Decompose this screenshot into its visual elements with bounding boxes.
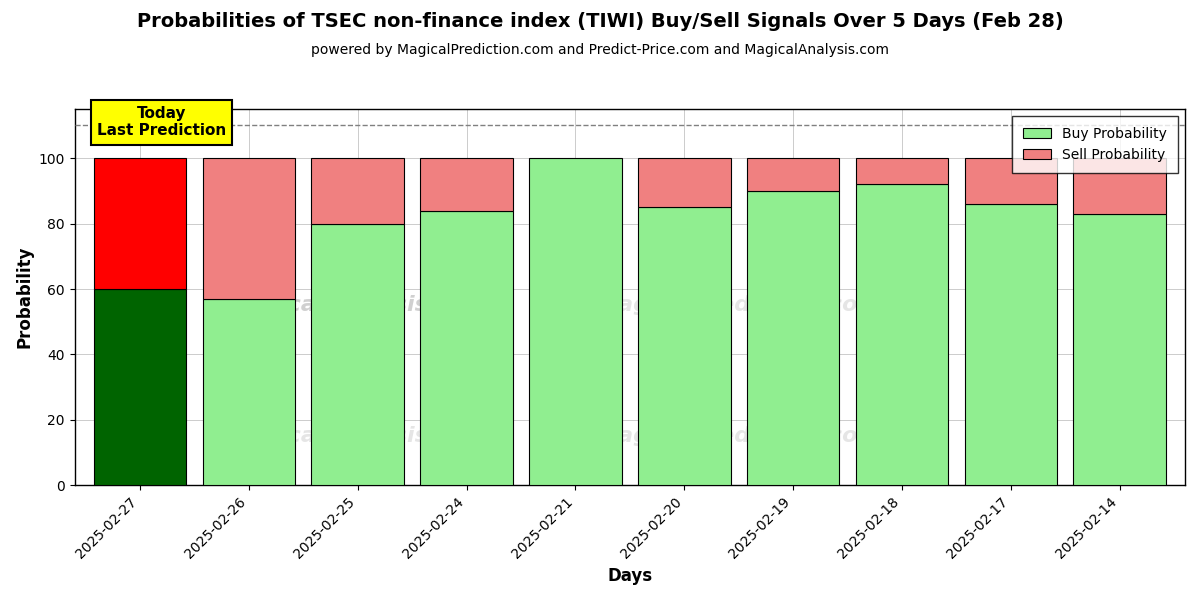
- Text: MagicalPrediction.com: MagicalPrediction.com: [596, 426, 881, 446]
- Y-axis label: Probability: Probability: [16, 246, 34, 349]
- Legend: Buy Probability, Sell Probability: Buy Probability, Sell Probability: [1012, 116, 1178, 173]
- Bar: [638, 207, 731, 485]
- Text: powered by MagicalPrediction.com and Predict-Price.com and MagicalAnalysis.com: powered by MagicalPrediction.com and Pre…: [311, 43, 889, 57]
- Text: MagicalAnalysis.com: MagicalAnalysis.com: [227, 295, 488, 316]
- Bar: [965, 204, 1057, 485]
- Bar: [420, 158, 512, 211]
- Bar: [312, 224, 404, 485]
- Text: MagicalAnalysis.com: MagicalAnalysis.com: [227, 426, 488, 446]
- Bar: [203, 158, 295, 299]
- Text: Today
Last Prediction: Today Last Prediction: [97, 106, 227, 139]
- Bar: [638, 158, 731, 207]
- X-axis label: Days: Days: [607, 567, 653, 585]
- Bar: [420, 211, 512, 485]
- Bar: [856, 184, 948, 485]
- Bar: [965, 158, 1057, 204]
- Bar: [94, 289, 186, 485]
- Bar: [746, 191, 839, 485]
- Text: Probabilities of TSEC non-finance index (TIWI) Buy/Sell Signals Over 5 Days (Feb: Probabilities of TSEC non-finance index …: [137, 12, 1063, 31]
- Bar: [746, 158, 839, 191]
- Bar: [856, 158, 948, 184]
- Bar: [203, 299, 295, 485]
- Bar: [312, 158, 404, 224]
- Bar: [1074, 158, 1166, 214]
- Bar: [529, 158, 622, 485]
- Bar: [1074, 214, 1166, 485]
- Text: MagicalPrediction.com: MagicalPrediction.com: [596, 295, 881, 316]
- Text: MagicalAnalysis.com: MagicalAnalysis.com: [227, 295, 488, 316]
- Bar: [94, 158, 186, 289]
